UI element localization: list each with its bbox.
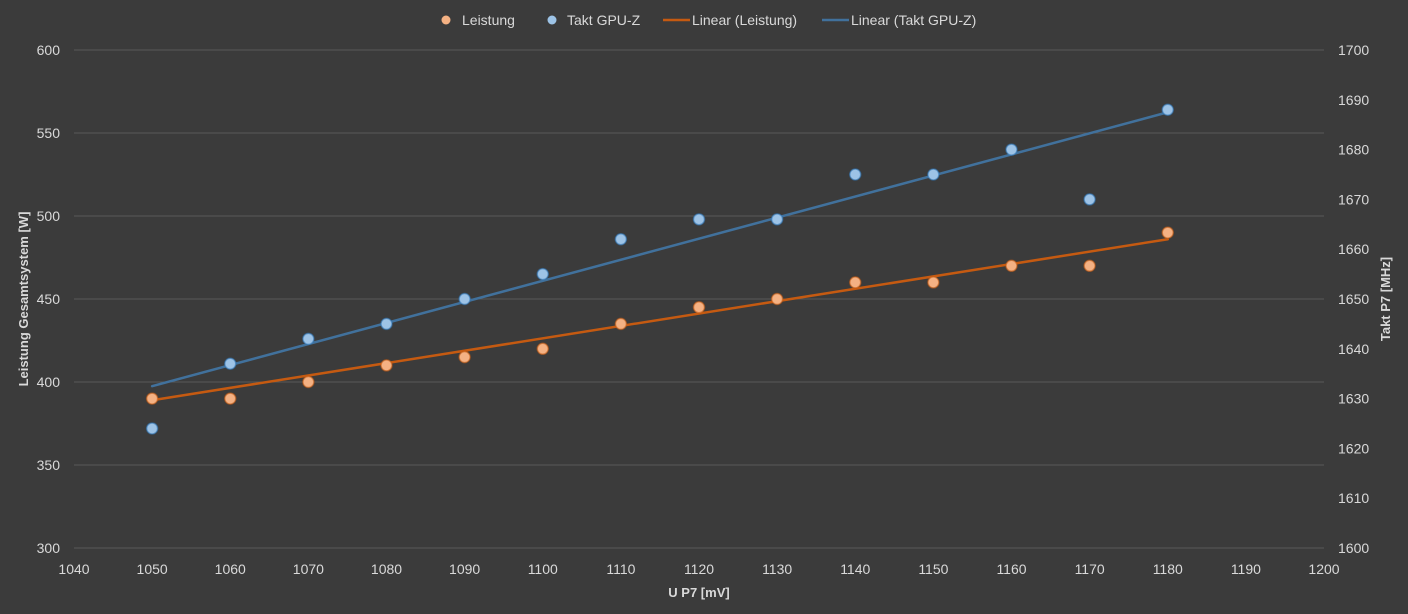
point-takt bbox=[927, 168, 940, 181]
y2-tick-label: 1610 bbox=[1338, 490, 1369, 506]
point-leistung bbox=[224, 392, 237, 405]
y2-tick-label: 1630 bbox=[1338, 391, 1369, 407]
point-leistung bbox=[1161, 226, 1174, 239]
point-takt bbox=[1005, 143, 1018, 156]
y2-tick-label: 1650 bbox=[1338, 291, 1369, 307]
x-tick-label: 1070 bbox=[293, 561, 324, 577]
legend: Leistung Takt GPU-Z Linear (Leistung) Li… bbox=[441, 12, 976, 28]
y2-axis-title: Takt P7 [MHz] bbox=[1378, 257, 1393, 341]
y2-tick-label: 1690 bbox=[1338, 92, 1369, 108]
point-takt bbox=[536, 267, 549, 281]
y2-axis-ticks: 1600 1610 1620 1630 1640 1650 1660 1670 1680 1690… bbox=[1338, 42, 1369, 556]
point-takt bbox=[380, 317, 393, 331]
legend-marker-leistung bbox=[441, 15, 451, 25]
x-tick-label: 1100 bbox=[528, 561, 558, 577]
point-leistung bbox=[302, 375, 315, 389]
x-tick-label: 1160 bbox=[996, 561, 1026, 577]
x-tick-label: 1130 bbox=[762, 561, 792, 577]
point-takt bbox=[692, 213, 706, 226]
point-leistung bbox=[1083, 259, 1096, 273]
point-leistung bbox=[145, 392, 159, 405]
trendline-leistung bbox=[150, 237, 1169, 402]
x-tick-label: 1040 bbox=[58, 561, 89, 577]
x-tick-label: 1060 bbox=[215, 561, 246, 577]
y-axis-ticks: 300 350 400 450 500 550 600 bbox=[37, 42, 61, 556]
y2-tick-label: 1670 bbox=[1338, 191, 1369, 207]
point-leistung bbox=[614, 317, 628, 331]
x-tick-label: 1120 bbox=[684, 561, 714, 577]
grid-lines bbox=[74, 49, 1324, 549]
x-tick-label: 1090 bbox=[449, 561, 480, 577]
point-takt bbox=[614, 232, 628, 246]
x-tick-label: 1150 bbox=[918, 561, 948, 577]
y2-tick-label: 1700 bbox=[1338, 42, 1369, 58]
y-tick-label: 300 bbox=[37, 540, 61, 556]
y-axis-title: Leistung Gesamtsystem [W] bbox=[16, 212, 31, 387]
point-takt bbox=[849, 168, 862, 181]
point-leistung bbox=[1005, 259, 1018, 273]
y2-tick-label: 1680 bbox=[1338, 142, 1369, 158]
legend-item-linear-takt: Linear (Takt GPU-Z) bbox=[822, 12, 976, 28]
legend-item-linear-leistung: Linear (Leistung) bbox=[663, 12, 797, 28]
y2-tick-label: 1620 bbox=[1338, 440, 1369, 456]
x-tick-label: 1180 bbox=[1153, 561, 1183, 577]
legend-label-linear-leistung: Linear (Leistung) bbox=[692, 12, 797, 28]
point-takt bbox=[458, 292, 471, 306]
x-tick-label: 1190 bbox=[1231, 561, 1261, 577]
legend-label-leistung: Leistung bbox=[462, 12, 515, 28]
x-tick-label: 1140 bbox=[840, 561, 870, 577]
point-leistung bbox=[536, 342, 549, 356]
y-tick-label: 600 bbox=[37, 42, 61, 58]
point-takt bbox=[1161, 103, 1174, 117]
point-takt bbox=[145, 422, 159, 435]
legend-label-takt: Takt GPU-Z bbox=[567, 12, 641, 28]
legend-label-linear-takt: Linear (Takt GPU-Z) bbox=[851, 12, 976, 28]
y2-tick-label: 1660 bbox=[1338, 241, 1369, 257]
y-tick-label: 400 bbox=[37, 374, 61, 390]
point-leistung bbox=[770, 292, 784, 306]
y2-tick-label: 1640 bbox=[1338, 341, 1369, 357]
point-takt bbox=[224, 357, 237, 370]
x-tick-label: 1110 bbox=[606, 561, 635, 577]
x-tick-label: 1170 bbox=[1075, 561, 1105, 577]
x-tick-label: 1080 bbox=[371, 561, 402, 577]
y-tick-label: 450 bbox=[37, 291, 61, 307]
point-leistung bbox=[692, 301, 706, 314]
point-takt bbox=[302, 332, 315, 346]
legend-item-leistung: Leistung bbox=[441, 12, 515, 28]
trendlines bbox=[150, 111, 1169, 402]
x-tick-label: 1200 bbox=[1308, 561, 1339, 577]
y-tick-label: 550 bbox=[37, 125, 61, 141]
point-leistung bbox=[458, 350, 471, 364]
x-axis-ticks: 1040 1050 1060 1070 1080 1090 1100 1110 1120 1130… bbox=[58, 561, 1339, 577]
point-leistung bbox=[849, 276, 862, 289]
y2-tick-label: 1600 bbox=[1338, 540, 1369, 556]
point-takt bbox=[1083, 193, 1096, 206]
trendline-takt bbox=[150, 111, 1169, 388]
data-points bbox=[145, 103, 1174, 435]
x-axis-title: U P7 [mV] bbox=[668, 585, 729, 600]
legend-item-takt: Takt GPU-Z bbox=[547, 12, 641, 28]
point-takt bbox=[770, 213, 784, 226]
legend-marker-takt bbox=[547, 15, 557, 25]
y-tick-label: 500 bbox=[37, 208, 61, 224]
point-leistung bbox=[927, 276, 940, 289]
x-tick-label: 1050 bbox=[137, 561, 168, 577]
y-tick-label: 350 bbox=[37, 457, 61, 473]
point-leistung bbox=[380, 359, 393, 372]
